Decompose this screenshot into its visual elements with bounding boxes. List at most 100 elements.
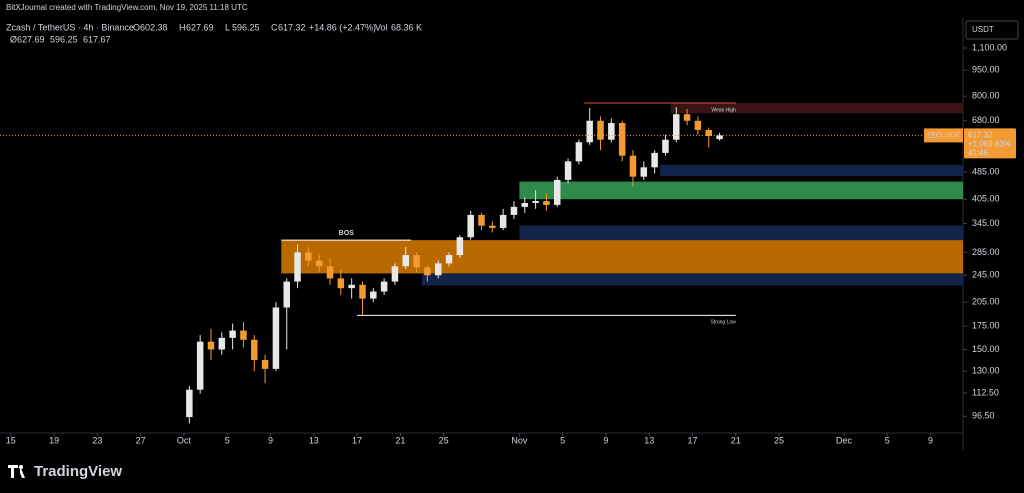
price-tag-change: +1,069.83%	[968, 140, 1011, 149]
candle-body	[337, 278, 345, 289]
candle-body	[380, 281, 388, 292]
price-tag-countdown: 41:46	[968, 149, 989, 158]
candle-body	[694, 120, 702, 130]
candle-body	[305, 252, 312, 261]
y-tick-label: 800.00	[972, 91, 1000, 101]
y-tick-label: 1,100.00	[972, 42, 1007, 52]
candle-body	[532, 201, 539, 203]
zone	[421, 273, 963, 286]
x-tick-label: 27	[136, 435, 146, 445]
x-tick-label: 9	[928, 435, 933, 445]
candle-body	[186, 389, 193, 418]
candle-body	[662, 139, 669, 153]
candle-body	[705, 129, 712, 136]
candle-body	[251, 339, 258, 360]
zone	[660, 164, 963, 177]
candle-body	[391, 266, 399, 282]
level-label: Weak High	[711, 107, 736, 113]
candle-body	[315, 260, 323, 267]
zone	[670, 102, 963, 114]
candle-body	[553, 179, 561, 205]
level-label: BOS	[339, 230, 355, 237]
candle-body	[467, 214, 474, 238]
x-tick-label: 13	[309, 435, 319, 445]
volume-label: Vol	[375, 22, 388, 32]
candle-body	[683, 114, 691, 121]
x-tick-label: 9	[603, 435, 608, 445]
price-tag-value: 617.32	[968, 131, 993, 140]
y-tick-label: 96.50	[972, 411, 995, 421]
candle-body	[543, 201, 550, 205]
currency: USDT	[972, 25, 994, 34]
ohlc-value: 602.38	[140, 22, 168, 32]
candle-body	[359, 284, 366, 299]
x-tick-label: 25	[774, 435, 784, 445]
credit: BitXJournal created with TradingView.com…	[6, 3, 248, 12]
x-tick-label: 21	[731, 435, 741, 445]
candle-body	[489, 225, 496, 228]
candle-body	[673, 114, 680, 140]
indicator-value: Ø	[10, 34, 17, 44]
candle-body	[445, 255, 453, 264]
x-tick-label: 13	[644, 435, 654, 445]
candle-body	[424, 267, 431, 276]
indicator-value: 627.69	[17, 34, 45, 44]
ohlc-value: 627.69	[186, 22, 214, 32]
candle-body	[434, 263, 442, 276]
price-tag	[964, 128, 1016, 159]
candle-body	[716, 135, 723, 140]
candle-body	[608, 123, 615, 140]
ohlc-label: O	[133, 22, 140, 32]
candle-body	[196, 341, 204, 390]
logo-text: TradingView	[34, 463, 122, 480]
x-tick-label: 17	[352, 435, 362, 445]
indicator-value: 617.67	[83, 34, 111, 44]
candle-body	[456, 237, 464, 256]
candle-body	[510, 206, 518, 215]
candle-body	[240, 330, 247, 340]
candle-body	[651, 152, 658, 168]
y-tick-label: 130.00	[972, 366, 1000, 376]
y-tick-label: 285.00	[972, 247, 1000, 257]
symbol-tag-text: ZECUSDT	[927, 132, 961, 139]
candle-body	[629, 155, 637, 177]
candle-body	[586, 120, 593, 143]
x-tick-label: 5	[225, 435, 230, 445]
ohlc-label: C	[271, 22, 278, 32]
y-tick-label: 950.00	[972, 65, 1000, 75]
y-tick-label: 205.00	[972, 297, 1000, 307]
candle-body	[618, 123, 626, 156]
x-tick-label: Nov	[511, 435, 528, 445]
candle-body	[402, 255, 410, 267]
level-label: Strong Low	[710, 320, 736, 326]
currency-box[interactable]	[965, 20, 1019, 40]
candle-body	[575, 142, 583, 162]
x-tick-label: 5	[560, 435, 565, 445]
x-tick-label: 17	[687, 435, 697, 445]
symbol-tag	[924, 128, 963, 143]
candle-body	[348, 284, 355, 289]
y-tick-label: 112.50	[972, 387, 999, 397]
x-tick-label: Oct	[177, 435, 192, 445]
x-tick-label: 15	[6, 435, 16, 445]
ohlc-value: 596.25	[232, 22, 260, 32]
y-tick-label: 485.00	[972, 166, 1000, 176]
volume-value: 68.36 K	[391, 22, 422, 32]
ohlc-label: L	[225, 22, 230, 32]
logo-mark	[19, 465, 23, 469]
candle-body	[499, 214, 507, 228]
candle-body	[597, 120, 604, 140]
candle-body	[294, 252, 301, 282]
candle-body	[640, 167, 648, 177]
legend: Zcash / TetherUS · 4h · Binance O 602.38 H 6…	[6, 22, 422, 44]
candle-body	[261, 359, 269, 369]
candle-body	[218, 337, 226, 350]
logo: TradingView	[8, 463, 122, 480]
y-tick-label: 405.00	[972, 194, 1000, 204]
candle-body	[229, 330, 236, 338]
y-tick-label: 175.00	[972, 321, 1000, 331]
x-tick-label: 25	[439, 435, 449, 445]
indicator-value: 596.25	[50, 34, 78, 44]
